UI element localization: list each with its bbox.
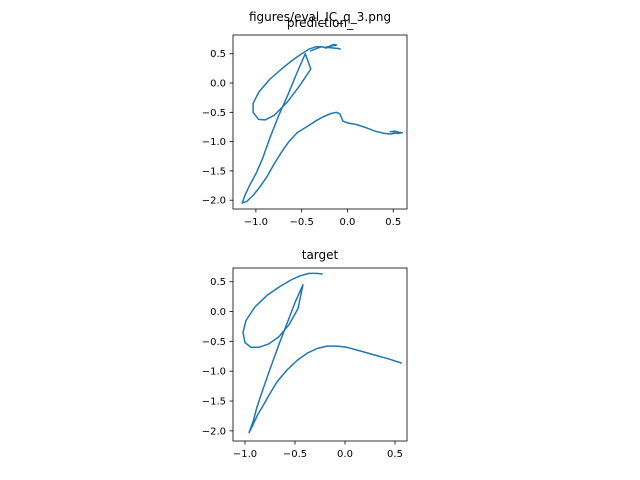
axes-frame — [232, 267, 408, 442]
y-tick-label: 0.5 — [210, 277, 226, 288]
series-line — [309, 43, 342, 52]
axes-title: prediction_ — [287, 16, 354, 30]
series-line — [241, 45, 400, 204]
x-tick-label: 0.0 — [340, 217, 356, 228]
y-tick-label: −2.0 — [202, 196, 226, 207]
x-tick-label: 0.5 — [387, 449, 403, 460]
y-tick-label: −1.0 — [202, 367, 226, 378]
x-tick-label: −1.0 — [233, 449, 257, 460]
y-tick-label: 0.0 — [210, 79, 226, 90]
series-line — [389, 130, 404, 135]
y-tick-label: −1.0 — [202, 137, 226, 148]
y-tick-label: −2.0 — [202, 426, 226, 437]
x-tick-label: −0.5 — [283, 449, 307, 460]
y-tick-label: −0.5 — [202, 337, 226, 348]
x-tick-label: −1.0 — [244, 217, 268, 228]
figure-suptitle: figures/eval_IC_q_3.png — [249, 10, 391, 24]
x-tick-label: −0.5 — [290, 217, 314, 228]
axes-prediction: prediction_ −1.0 −0.5 0.0 0.5 0.5 0.0 −0.5 −1.0… — [202, 16, 408, 228]
x-tick-label: 0.0 — [337, 449, 353, 460]
axes-title: target — [302, 248, 339, 262]
y-tick-label: −1.5 — [202, 397, 226, 408]
axes-target: target −1.0 −0.5 0.0 0.5 0.5 0.0 −0.5 −1.0 −1.5 −… — [202, 248, 408, 460]
series-line — [242, 272, 402, 434]
y-tick-label: −1.5 — [202, 166, 226, 177]
y-tick-label: 0.5 — [210, 49, 226, 60]
axes-frame — [232, 34, 408, 210]
x-tick-label: 0.5 — [385, 217, 401, 228]
y-tick-label: 0.0 — [210, 307, 226, 318]
y-tick-label: −0.5 — [202, 108, 226, 119]
